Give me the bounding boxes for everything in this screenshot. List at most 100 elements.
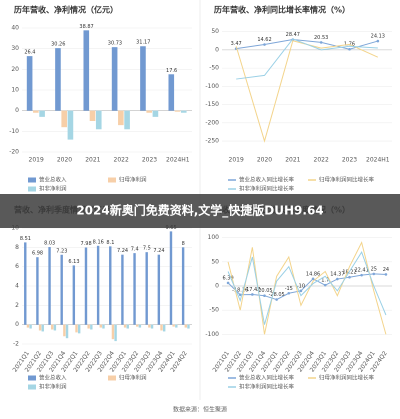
y-tick-label: 0 — [215, 46, 219, 53]
x-tick-label: 2023 — [342, 157, 357, 164]
y-tick-label: 4 — [15, 283, 19, 290]
bar — [152, 110, 159, 117]
data-label: 6.98 — [32, 251, 43, 257]
bar — [90, 324, 93, 330]
data-label: 14.62 — [257, 37, 271, 43]
bar — [29, 324, 32, 329]
data-label: 38.87 — [79, 24, 93, 30]
bar — [168, 74, 175, 111]
data-label: 7.23 — [56, 248, 67, 254]
legend-label: 营业总收入 — [39, 176, 67, 184]
data-label: 8.51 — [20, 236, 31, 242]
bar — [89, 110, 96, 121]
data-label: 6.39 — [223, 275, 234, 281]
bar — [174, 110, 181, 112]
legend-label: 归母净利润 — [119, 176, 147, 184]
point — [376, 39, 380, 43]
y-tick-label: 6 — [15, 263, 19, 270]
bar — [160, 324, 163, 331]
bar — [65, 324, 69, 339]
data-label: -28.05 — [269, 292, 285, 298]
data-label: 8.03 — [44, 241, 55, 247]
banner-text: 2024新奥门免费资料,文学_快捷版DUH9.64 — [76, 203, 323, 219]
data-label: 7.98 — [81, 241, 92, 247]
data-label: 30.26 — [51, 42, 65, 48]
legend-swatch — [28, 384, 36, 390]
bar — [63, 324, 66, 337]
legend-swatch — [28, 177, 36, 183]
legend-swatch — [108, 177, 116, 183]
point — [263, 294, 266, 297]
data-label: 26.4 — [24, 50, 35, 56]
legend-swatch — [108, 375, 116, 381]
data-label: 28.47 — [286, 32, 300, 38]
legend-label: 营业总收入同比增长率 — [239, 374, 295, 382]
legend-label: 扣非净利润同比增长率 — [239, 185, 295, 193]
data-label: 8.1 — [106, 240, 114, 246]
bar — [114, 324, 117, 342]
point — [360, 273, 363, 277]
bar — [133, 253, 136, 325]
chart-title: 历年营收、净利情况（亿元） — [14, 5, 118, 15]
bar — [96, 245, 100, 325]
y-tick-label: 40 — [11, 25, 19, 32]
line — [227, 273, 386, 301]
bar — [175, 324, 178, 328]
bar — [55, 48, 61, 111]
bar — [26, 324, 30, 328]
bar — [157, 254, 161, 325]
y-tick-label: 0 — [15, 321, 19, 328]
bar — [123, 324, 127, 328]
data-label: 6.13 — [68, 259, 79, 265]
bar — [61, 110, 67, 128]
point — [348, 47, 351, 51]
line — [236, 38, 378, 80]
point — [263, 43, 266, 46]
point — [226, 281, 230, 285]
point — [323, 283, 327, 287]
data-label: 3.47 — [231, 41, 242, 47]
line — [227, 241, 387, 335]
data-label: 30.73 — [108, 41, 122, 47]
point — [299, 289, 303, 293]
y-tick-label: -10 — [9, 128, 19, 135]
bar — [99, 324, 102, 328]
bar — [136, 324, 139, 327]
data-label: 20.53 — [314, 35, 328, 41]
data-label: -20.05 — [256, 288, 272, 294]
legend-swatch — [28, 375, 36, 381]
bar — [150, 324, 154, 329]
data-label: 7.5 — [143, 246, 151, 252]
bar — [126, 324, 129, 329]
bar — [75, 324, 78, 333]
bar — [138, 324, 142, 328]
data-label: 31.17 — [136, 40, 150, 46]
data-label: 24 — [383, 267, 389, 273]
bar — [109, 246, 112, 325]
y-tick-label: 0 — [215, 283, 219, 290]
data-label: 14.86 — [306, 271, 320, 277]
y-tick-label: -100 — [205, 331, 219, 338]
data-label: 7.24 — [153, 248, 164, 254]
bar — [102, 324, 105, 329]
legend-label: 扣非净利润同比增长率 — [239, 383, 295, 391]
bar — [39, 110, 45, 117]
point — [275, 298, 278, 301]
bar — [38, 324, 42, 331]
x-tick-label: 2021 — [85, 157, 100, 164]
bar — [111, 324, 115, 340]
bar — [26, 56, 33, 111]
point — [384, 273, 388, 276]
point — [238, 293, 242, 297]
legend-label: 营业总收入 — [39, 374, 67, 382]
y-tick-label: -50 — [209, 65, 219, 72]
legend-label: 营业总收入同比增长率 — [239, 176, 295, 184]
x-tick-label: 2024H1 — [366, 157, 390, 164]
x-tick-label: 2023 — [142, 157, 157, 164]
x-tick-label: 2021 — [285, 157, 300, 164]
chart-title: 历年营收、净利同比增长率情况（%） — [214, 5, 350, 15]
bar — [162, 324, 166, 332]
